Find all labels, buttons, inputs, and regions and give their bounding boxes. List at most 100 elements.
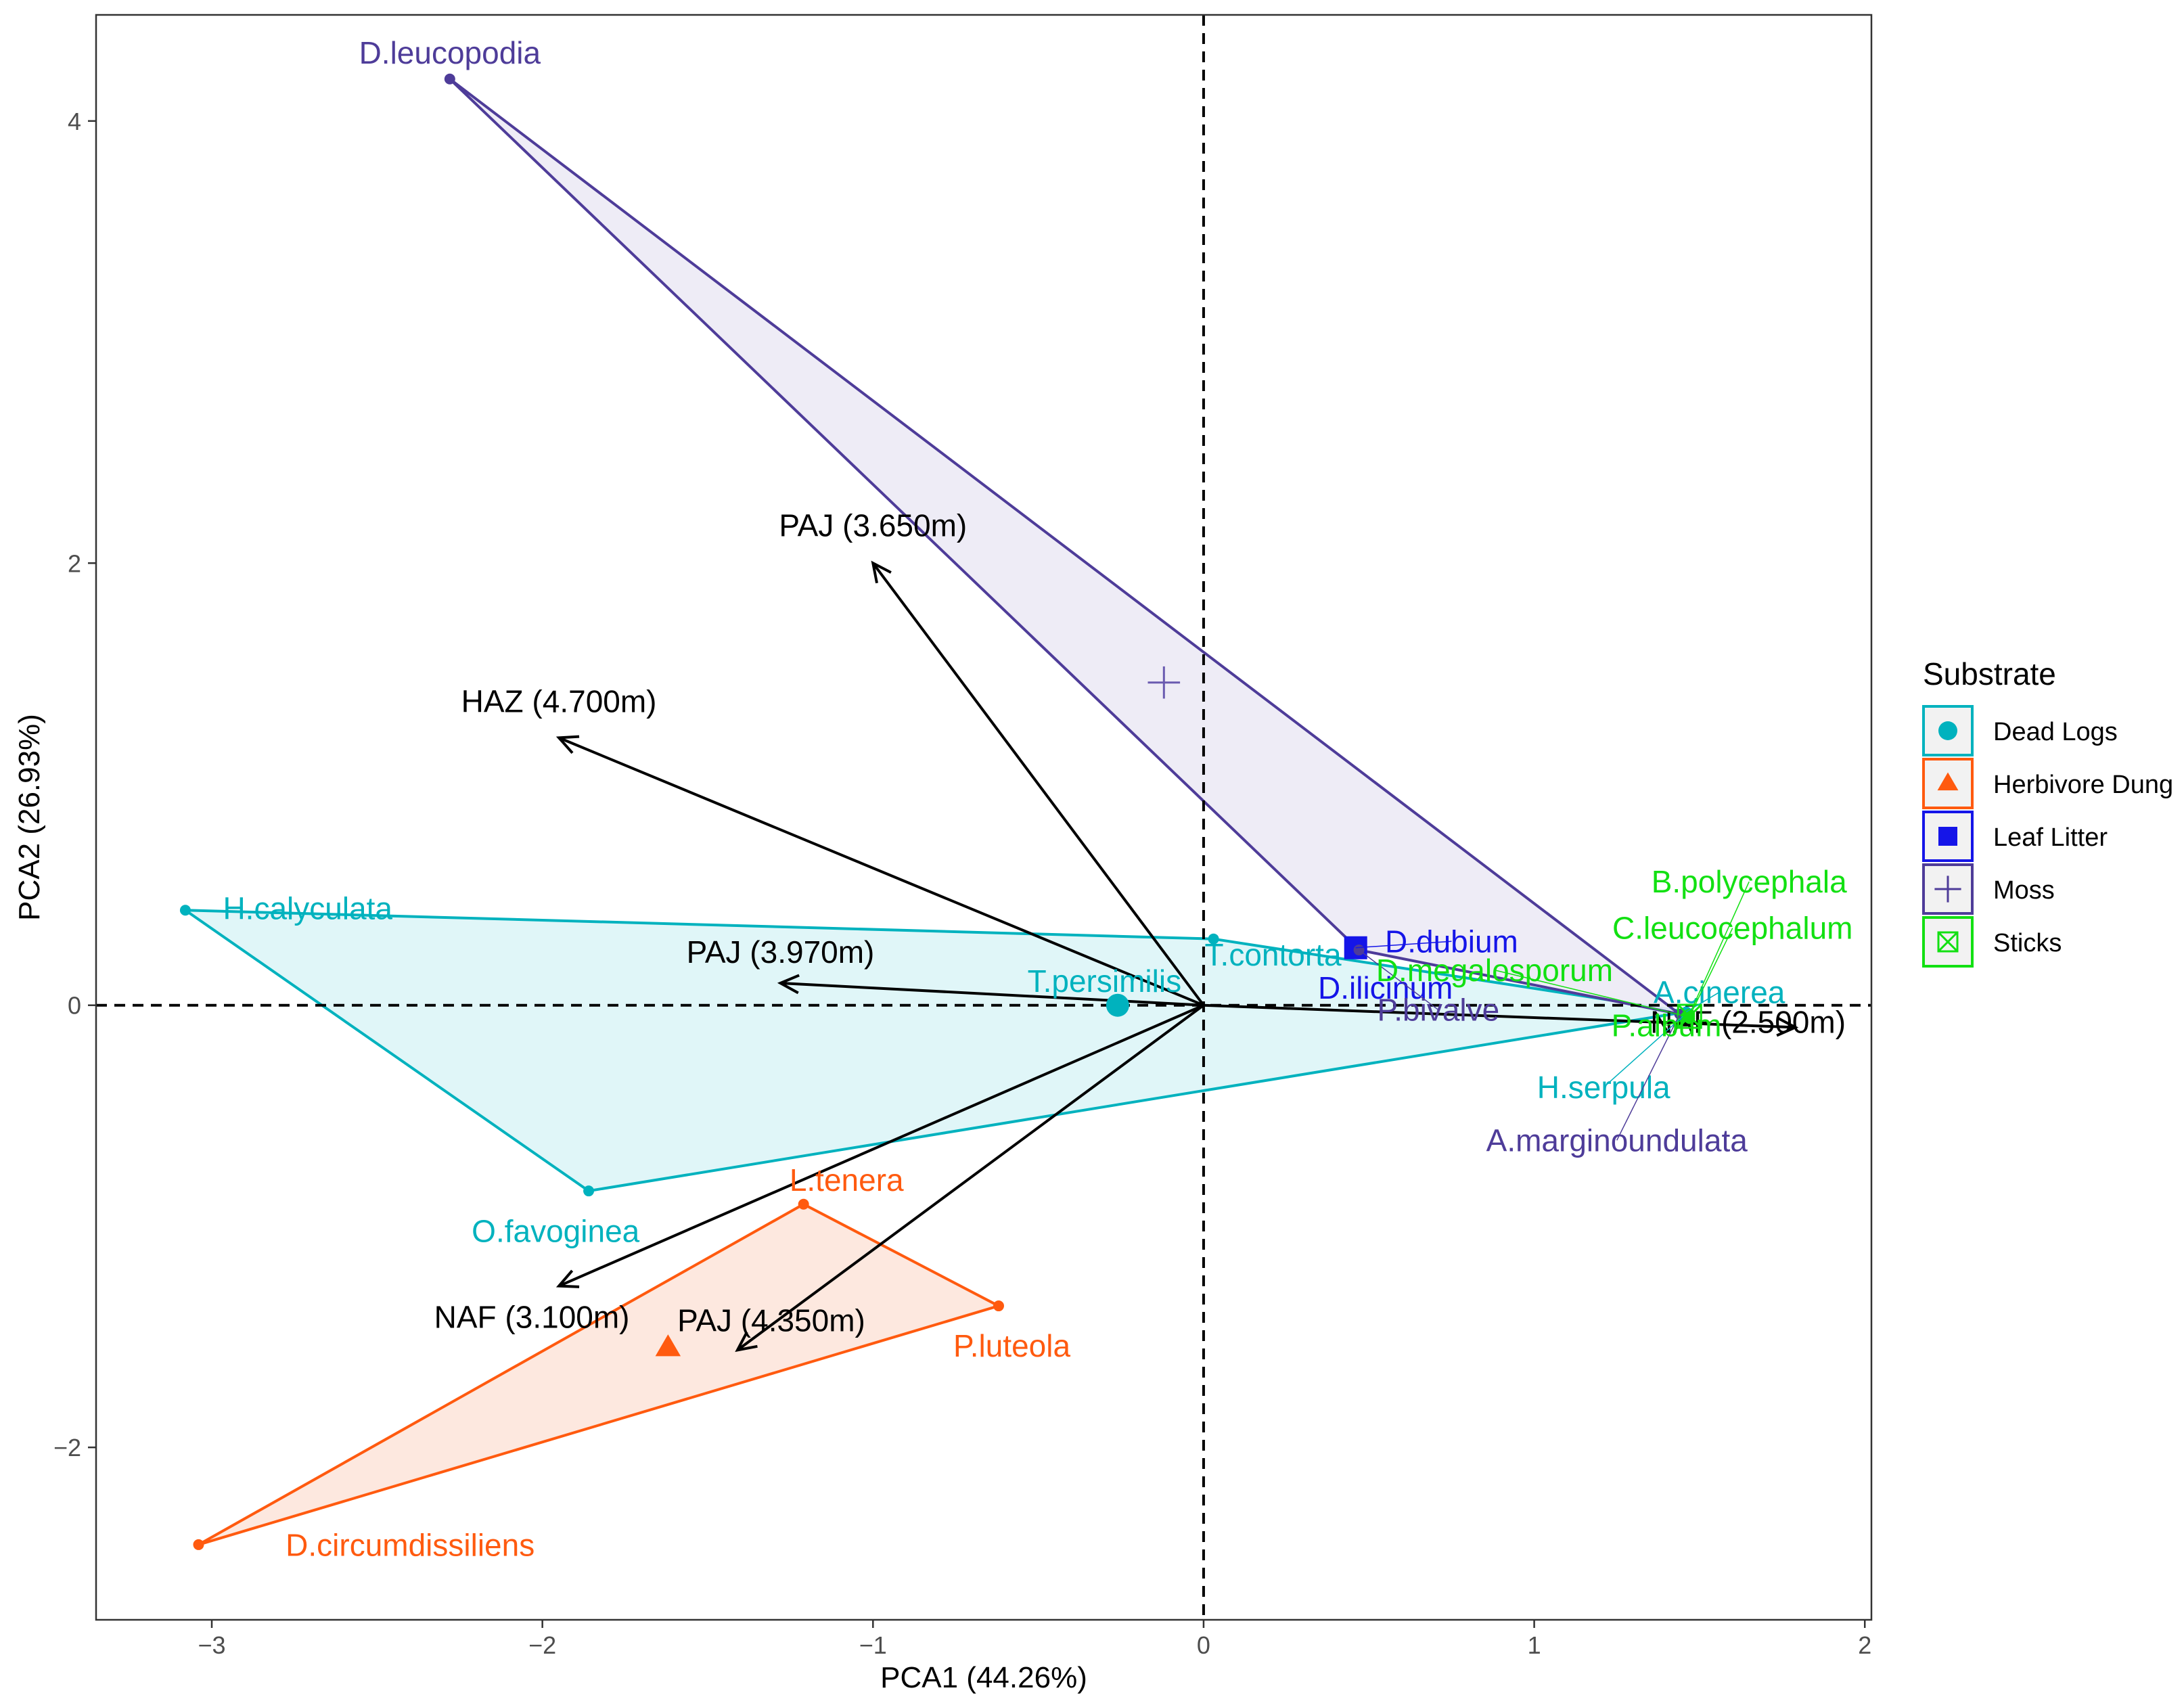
centroid-dead-logs xyxy=(1106,993,1129,1017)
legend-item-leaf-litter: Leaf Litter xyxy=(1922,811,2108,862)
x-tick-label: 2 xyxy=(1858,1631,1871,1659)
loading-vector-paj-3-970m: PAJ (3.970m) xyxy=(687,934,1204,1007)
data-point-p-luteola xyxy=(993,1300,1004,1312)
loading-vector-paj-3-650m: PAJ (3.650m) xyxy=(779,507,1205,1006)
loading-vector-arrowhead xyxy=(735,1331,758,1353)
hull-moss xyxy=(448,77,1681,1016)
x-axis-title: PCA1 (44.26%) xyxy=(880,1661,1087,1694)
label-leader-c-leucocephalum xyxy=(1689,928,1733,1017)
legend-key-sticks-icon-box xyxy=(1937,931,1959,953)
point-label-h-serpula: H.serpula xyxy=(1537,1070,1670,1105)
legend-key-moss-icon xyxy=(1934,876,1961,903)
y-tick-label: 0 xyxy=(68,992,81,1020)
point-label-d-circumdissiliens: D.circumdissiliens xyxy=(286,1527,534,1562)
label-leader-p-bivalve xyxy=(1359,949,1439,1011)
loading-vector-line xyxy=(736,1004,1205,1352)
y-tick-label: 4 xyxy=(68,108,81,135)
point-label-l-tenera: L.tenera xyxy=(790,1162,904,1198)
legend-key-dead-logs-icon xyxy=(1938,721,1957,740)
point-label-p-album: P.album xyxy=(1612,1007,1722,1043)
legend-key-herbivore-dung-icon-shape xyxy=(1937,772,1959,791)
centroid-herbivore-dung-shape xyxy=(655,1334,681,1357)
point-label-c-leucocephalum: C.leucocephalum xyxy=(1612,911,1852,946)
loading-vector-label: HAZ (4.700m) xyxy=(461,683,657,719)
x-tick-label: 0 xyxy=(1197,1631,1210,1659)
legend-item-dead-logs: Dead Logs xyxy=(1922,705,2118,756)
legend-label: Dead Logs xyxy=(1993,718,2118,746)
loading-vector-label: PAJ (4.350m) xyxy=(677,1302,865,1338)
point-label-t-contorta: T.contorta xyxy=(1205,937,1342,972)
x-tick-label: −1 xyxy=(859,1631,887,1659)
x-tick-label: −2 xyxy=(528,1631,556,1659)
x-tick-label: −3 xyxy=(198,1631,226,1659)
label-leader-p-album xyxy=(1666,1018,1690,1026)
label-leader-d-megalosporum xyxy=(1494,970,1687,1017)
point-label-t-persimilis: T.persimilis xyxy=(1028,963,1181,999)
data-point-t-contorta xyxy=(1208,933,1219,945)
loading-vector-line xyxy=(780,982,1204,1007)
y-tick-label: 2 xyxy=(68,549,81,577)
point-label-a-marginoundulata: A.marginoundulata xyxy=(1486,1122,1748,1158)
legend-item-sticks: Sticks xyxy=(1922,916,2062,968)
axes: −3 −2 −1 0 1 2 −2 0 2 4 xyxy=(53,108,1871,1659)
legend-key-dead-logs-icon-shape xyxy=(1938,721,1957,740)
legend-item-herbivore-dung: Herbivore Dung xyxy=(1922,758,2173,809)
legend: Substrate Dead Logs Herbivore Dung Leaf Li… xyxy=(1922,656,2173,968)
point-labels: H.calyculata T.contorta T.persimilis O.favo… xyxy=(223,35,1852,1562)
loading-vector-naf-3-100m: NAF (3.100m) xyxy=(434,1003,1204,1335)
legend-key-sticks-icon-diag2 xyxy=(1937,931,1959,953)
loading-vector-label: PAJ (3.650m) xyxy=(779,507,967,543)
legend-label: Leaf Litter xyxy=(1993,823,2108,852)
group-hulls xyxy=(183,77,1688,1546)
x-tick-label: 1 xyxy=(1528,1631,1541,1659)
point-label-d-megalosporum: D.megalosporum xyxy=(1376,953,1613,988)
label-leader-a-marginoundulata xyxy=(1616,1014,1681,1141)
data-point-l-tenera xyxy=(798,1198,809,1210)
legend-key-herbivore-dung-icon xyxy=(1937,772,1959,791)
hull-herbivore-dung xyxy=(197,1202,1000,1546)
label-leader-h-serpula xyxy=(1603,1016,1683,1088)
label-leader-b-polycephala xyxy=(1689,881,1750,1015)
loading-vector-label: NAF (3.100m) xyxy=(434,1300,630,1335)
plot-panel-border xyxy=(95,14,1873,1621)
legend-key-sticks-icon xyxy=(1937,931,1959,953)
loading-vector-haz-4-700m: HAZ (4.700m) xyxy=(461,683,1204,1007)
point-label-b-polycephala: B.polycephala xyxy=(1652,864,1847,899)
loading-vector-line xyxy=(558,736,1204,1007)
point-label-p-luteola: P.luteola xyxy=(953,1328,1071,1363)
centroid-herbivore-dung xyxy=(655,1334,681,1357)
point-label-o-favoginea: O.favoginea xyxy=(472,1213,639,1248)
data-point-h-calyculata xyxy=(179,905,191,916)
legend-key-leaf-litter-icon-shape xyxy=(1938,827,1957,846)
point-label-d-leucopodia: D.leucopodia xyxy=(359,35,541,70)
point-label-p-bivalve: P.bivalve xyxy=(1378,993,1500,1028)
loading-vectors: PAJ (3.650m) HAZ (4.700m) PAJ (3.970m) NAF … xyxy=(434,507,1846,1353)
loading-vector-paj-4-350m: PAJ (4.350m) xyxy=(677,1004,1205,1353)
legend-item-moss: Moss xyxy=(1922,863,2055,915)
loading-vector-line xyxy=(558,1003,1204,1288)
data-point-d-leucopodia xyxy=(444,73,455,85)
point-label-d-ilicinum: D.ilicinum xyxy=(1318,970,1453,1005)
legend-label: Herbivore Dung xyxy=(1993,771,2173,799)
legend-label: Sticks xyxy=(1993,929,2062,957)
loading-vector-arrowhead xyxy=(555,1269,580,1288)
loading-vector-arrowhead xyxy=(555,735,580,754)
legend-key-leaf-litter-icon xyxy=(1938,827,1957,846)
loading-vector-line xyxy=(871,562,1205,1006)
point-label-a-cinerea: A.cinerea xyxy=(1654,974,1785,1010)
legend-key-box xyxy=(1922,705,1974,756)
legend-title: Substrate xyxy=(1923,656,2056,691)
point-label-d-dubium: D.dubium xyxy=(1385,924,1518,959)
loading-vector-arrowhead xyxy=(777,974,800,995)
label-leader-d-dubium xyxy=(1355,940,1452,949)
data-point-d-circumdissiliens xyxy=(193,1539,204,1550)
centroid-moss xyxy=(1147,666,1181,699)
data-point-o-favoginea xyxy=(583,1185,595,1197)
reference-lines xyxy=(96,15,1871,1620)
y-tick-label: −2 xyxy=(53,1434,81,1461)
y-axis-title: PCA2 (26.93%) xyxy=(13,714,46,921)
point-label-h-calyculata: H.calyculata xyxy=(223,890,392,926)
loading-vector-arrowhead xyxy=(1776,1016,1799,1037)
